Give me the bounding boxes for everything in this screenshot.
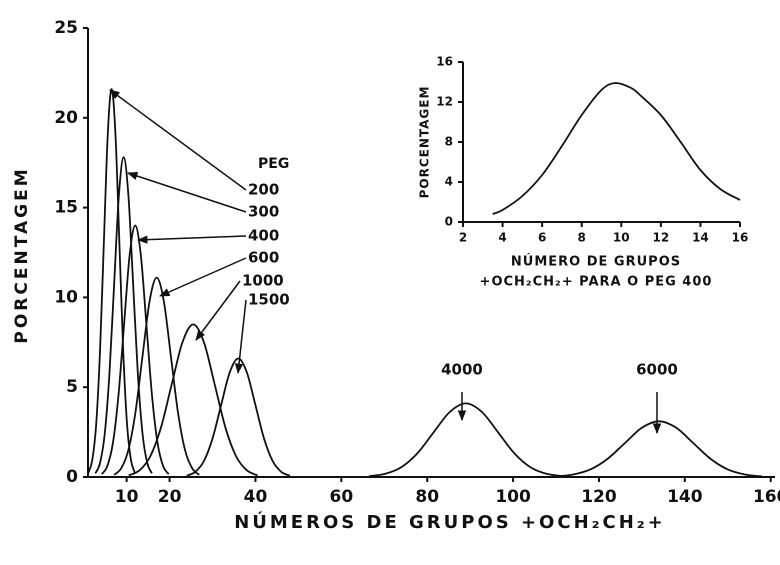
legend-arrow bbox=[109, 89, 247, 191]
line-series bbox=[186, 357, 291, 477]
line-series bbox=[128, 323, 258, 477]
peak-label: 4000 bbox=[441, 361, 483, 379]
x-tick-label: 6 bbox=[538, 231, 546, 245]
y-tick-label: 10 bbox=[54, 287, 78, 307]
x-tick-label: 8 bbox=[578, 231, 586, 245]
x-tick-label: 120 bbox=[581, 487, 617, 507]
y-tick-label: 20 bbox=[54, 108, 78, 128]
y-tick-label: 5 bbox=[66, 377, 78, 397]
legend-arrow bbox=[195, 280, 241, 341]
x-tick-label: 40 bbox=[244, 487, 268, 507]
inset-x-label: +OCH₂CH₂+ PARA O PEG 400 bbox=[480, 275, 713, 290]
legend-label: 400 bbox=[248, 227, 279, 245]
y-tick-label: 4 bbox=[445, 175, 453, 189]
x-tick-label: 4 bbox=[498, 231, 506, 245]
x-tick-label: 140 bbox=[667, 487, 703, 507]
x-tick-label: 60 bbox=[329, 487, 353, 507]
y-tick-label: 25 bbox=[54, 18, 78, 38]
line-series bbox=[555, 420, 763, 478]
y-tick-label: 12 bbox=[436, 95, 453, 109]
legend-arrow bbox=[136, 235, 247, 244]
legend-label: 300 bbox=[248, 203, 279, 221]
y-tick-label: 0 bbox=[445, 215, 453, 229]
legend-label: 600 bbox=[248, 249, 279, 267]
peak-label: 6000 bbox=[636, 361, 678, 379]
inset-y-label: PORCENTAGEM bbox=[418, 86, 432, 199]
legend-label: 1500 bbox=[248, 291, 290, 309]
line-series bbox=[492, 82, 741, 215]
y-tick-label: 15 bbox=[54, 198, 78, 218]
x-tick-label: 160 bbox=[753, 487, 780, 507]
y-tick-label: 16 bbox=[436, 55, 453, 69]
x-tick-label: 2 bbox=[459, 231, 467, 245]
x-tick-label: 80 bbox=[415, 487, 439, 507]
legend-arrow bbox=[159, 257, 247, 297]
inset-x-label: NÚMERO DE GRUPOS bbox=[511, 254, 681, 270]
x-tick-label: 12 bbox=[653, 231, 670, 245]
legend-arrow bbox=[234, 299, 247, 375]
legend-label: 200 bbox=[248, 181, 279, 199]
legend-title: PEG bbox=[258, 156, 289, 172]
x-tick-label: 20 bbox=[158, 487, 182, 507]
x-tick-label: 16 bbox=[732, 231, 749, 245]
y-tick-label: 0 bbox=[66, 467, 78, 487]
legend-arrow bbox=[127, 171, 247, 213]
legend-label: 1000 bbox=[242, 272, 284, 290]
x-tick-label: 10 bbox=[613, 231, 630, 245]
line-series bbox=[369, 402, 563, 477]
line-series bbox=[87, 88, 136, 473]
y-axis-label: PORCENTAGEM bbox=[12, 166, 32, 343]
y-tick-label: 8 bbox=[445, 135, 453, 149]
line-series bbox=[100, 224, 170, 475]
line-series bbox=[113, 276, 200, 476]
x-tick-label: 14 bbox=[692, 231, 709, 245]
line-series bbox=[94, 156, 153, 474]
x-tick-label: 100 bbox=[495, 487, 531, 507]
x-axis-label: NÚMEROS DE GRUPOS +OCH₂CH₂+ bbox=[234, 511, 666, 533]
x-tick-label: 10 bbox=[115, 487, 139, 507]
